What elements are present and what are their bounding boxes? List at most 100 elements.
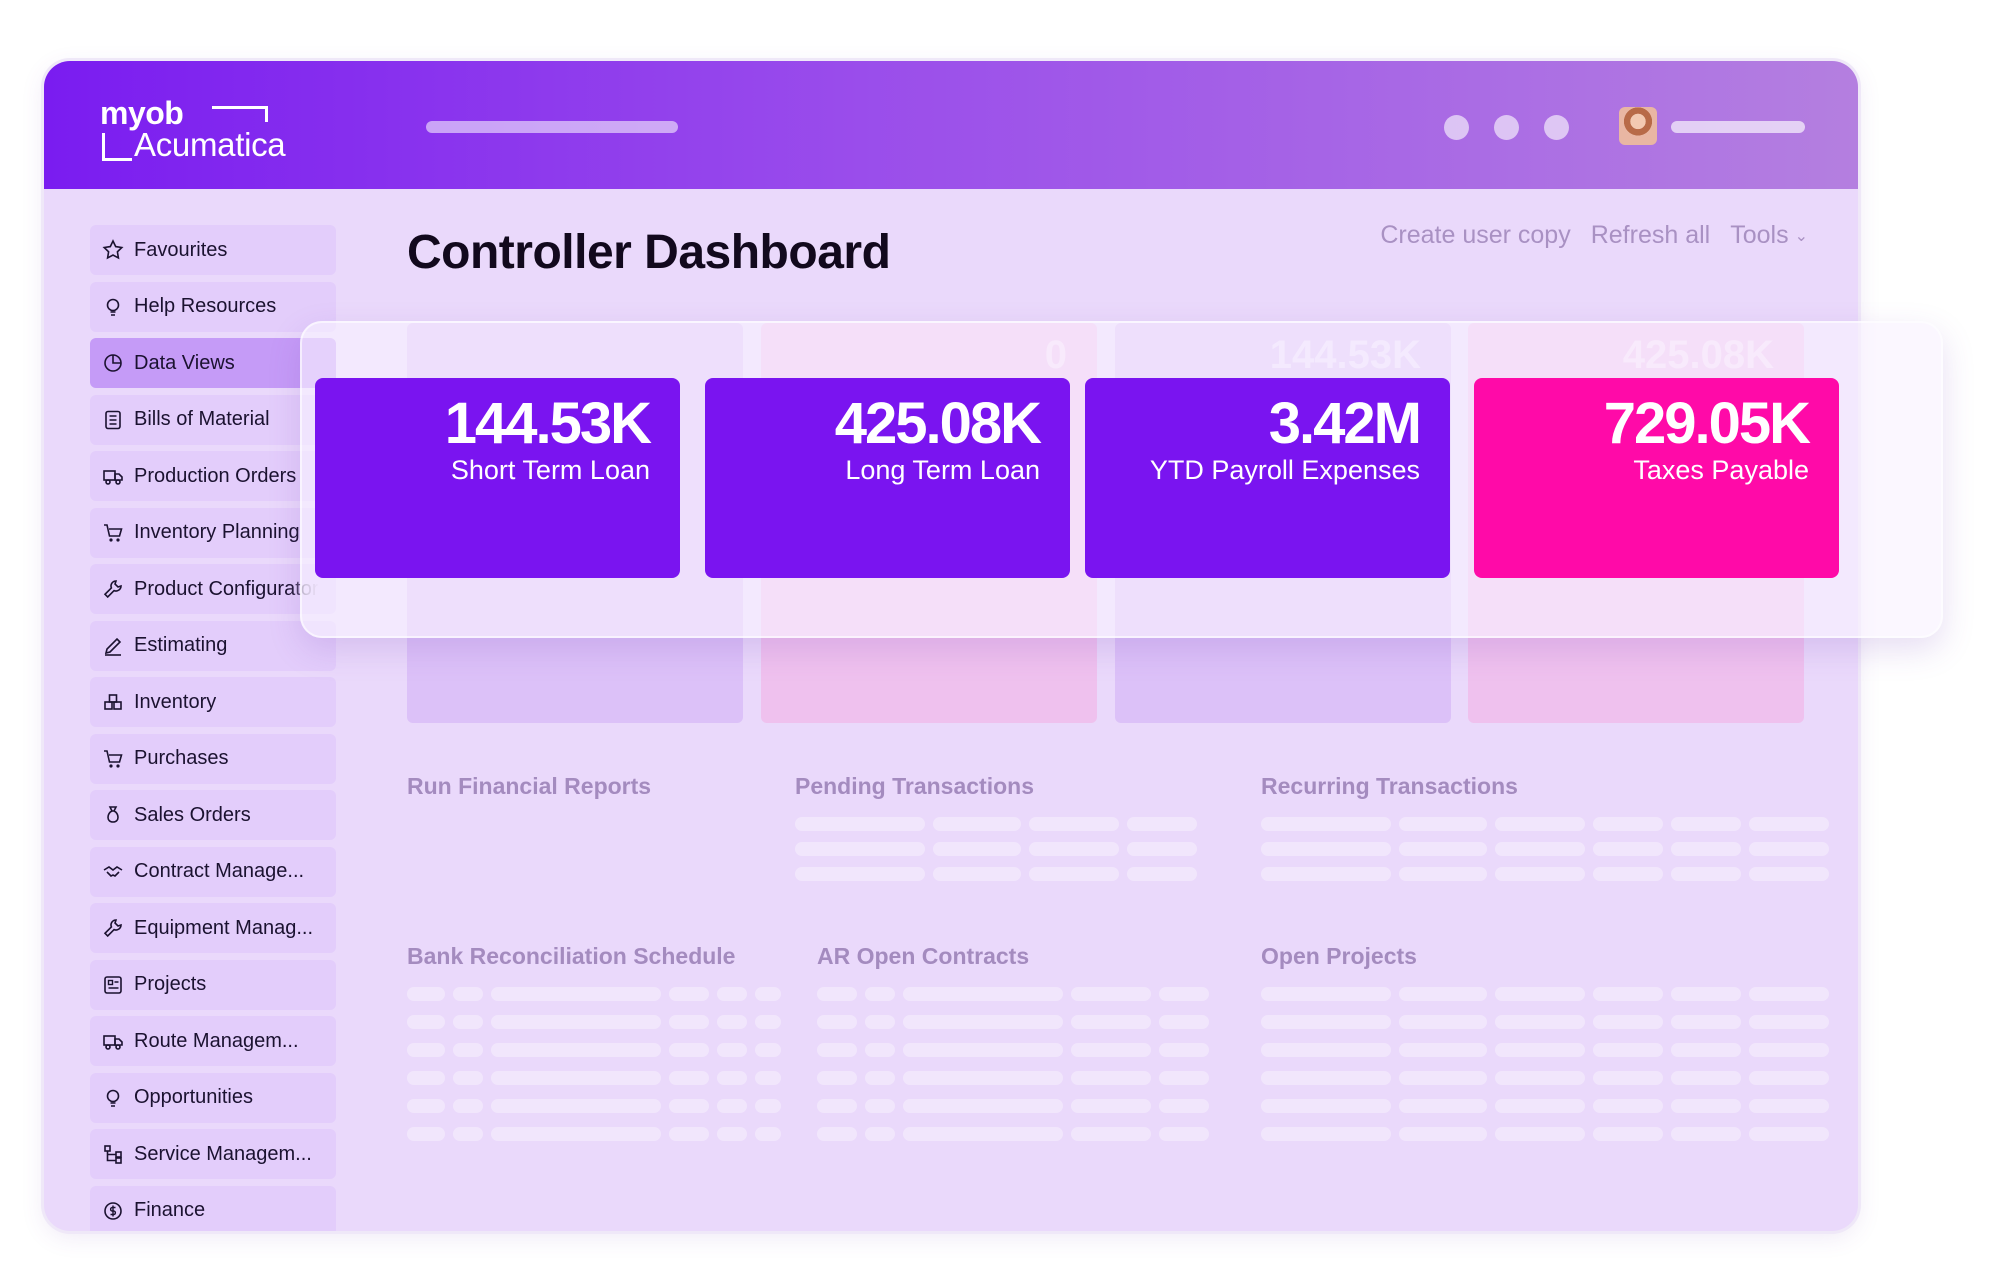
sidebar-item-inventory[interactable]: Inventory (90, 677, 336, 727)
sidebar-item-label: Route Managem... (134, 1029, 299, 1052)
sidebar-item-inventory-planning[interactable]: Inventory Planning (90, 507, 336, 558)
kpi-card-ytd-payroll-expenses[interactable]: 3.42M YTD Payroll Expenses (1085, 378, 1450, 578)
cart-icon (102, 748, 124, 770)
loading-placeholder (795, 842, 925, 856)
sidebar-item-label: Inventory Planning (134, 521, 300, 543)
avatar[interactable] (1619, 107, 1657, 145)
widget-run-financial-reports[interactable]: Run Financial Reports (407, 773, 652, 799)
truck-icon (102, 465, 124, 487)
dollar-circle-icon (102, 1200, 124, 1222)
loading-placeholder (717, 1071, 747, 1085)
loading-placeholder (1159, 1015, 1209, 1029)
sidebar-item-opportunities[interactable]: Opportunities (90, 1072, 336, 1123)
create-user-copy-button[interactable]: Create user copy (1380, 221, 1571, 249)
settings-dot-icon[interactable] (1544, 115, 1569, 140)
widget-bank-reconciliation[interactable]: Bank Reconciliation Schedule (407, 943, 736, 969)
sidebar-item-bills-of-material[interactable]: Bills of Material (90, 394, 336, 445)
loading-placeholder (865, 1071, 895, 1085)
tools-menu-button[interactable]: Tools ⌄ (1730, 221, 1808, 249)
loading-placeholder (407, 1043, 445, 1057)
sidebar-item-projects[interactable]: Projects (90, 959, 336, 1010)
loading-placeholder (865, 1015, 895, 1029)
widget-open-projects[interactable]: Open Projects (1261, 943, 1417, 969)
loading-placeholder (1749, 867, 1829, 881)
loading-placeholder (1261, 1071, 1391, 1085)
sidebar-item-route-managem[interactable]: Route Managem... (90, 1016, 336, 1066)
kpi-card-taxes-payable[interactable]: 729.05K Taxes Payable (1474, 378, 1839, 578)
loading-placeholder (1495, 842, 1585, 856)
kpi-label: YTD Payroll Expenses (1149, 455, 1420, 485)
brand-logo[interactable]: myob Acumatica (100, 95, 286, 163)
sidebar-item-production-orders[interactable]: Production Orders (90, 451, 336, 501)
loading-placeholder (1671, 1015, 1741, 1029)
loading-placeholder (1399, 867, 1487, 881)
sidebar-item-label: Finance (134, 1199, 206, 1221)
user-name-placeholder[interactable] (1671, 121, 1805, 133)
loading-placeholder (1399, 1043, 1487, 1057)
chevron-down-icon: ⌄ (1794, 228, 1808, 246)
widget-ar-open-contracts[interactable]: AR Open Contracts (817, 943, 1030, 969)
kpi-card-short-term-loan[interactable]: 144.53K Short Term Loan (315, 378, 680, 578)
help-dot-icon[interactable] (1494, 115, 1519, 140)
loading-placeholder (1071, 1099, 1151, 1113)
loading-placeholder (817, 1043, 857, 1057)
sidebar-item-equipment-manag[interactable]: Equipment Manag... (90, 903, 336, 953)
notification-dot-icon[interactable] (1444, 115, 1469, 140)
kpi-value: 729.05K (1603, 391, 1811, 456)
sidebar-item-estimating[interactable]: Estimating (90, 620, 336, 671)
lightbulb-icon (102, 1087, 124, 1109)
sidebar-item-label: Projects (134, 973, 207, 995)
kpi-value: 425.08K (834, 391, 1042, 456)
loading-placeholder (491, 1043, 661, 1057)
loading-placeholder (1399, 987, 1487, 1001)
loading-placeholder (1495, 1043, 1585, 1057)
loading-placeholder (1593, 817, 1663, 831)
loading-placeholder (1495, 1127, 1585, 1141)
refresh-all-button[interactable]: Refresh all (1590, 221, 1711, 249)
sidebar-item-sales-orders[interactable]: Sales Orders (90, 790, 336, 840)
handshake-icon (102, 861, 124, 883)
loading-placeholder (795, 817, 925, 831)
loading-placeholder (491, 987, 661, 1001)
loading-placeholder (1671, 1071, 1741, 1085)
kpi-card-long-term-loan[interactable]: 425.08K Long Term Loan (705, 378, 1070, 578)
loading-placeholder (491, 1071, 661, 1085)
widget-recurring-transactions[interactable]: Recurring Transactions (1261, 773, 1518, 799)
page-title: Controller Dashboard (407, 226, 891, 279)
sidebar-item-label: Help Resources (134, 295, 277, 317)
loading-placeholder (1593, 1099, 1663, 1113)
sidebar-item-service-managem[interactable]: Service Managem... (90, 1129, 336, 1179)
loading-placeholder (817, 1099, 857, 1113)
loading-placeholder (1749, 1015, 1829, 1029)
wrench-icon (102, 917, 124, 939)
loading-placeholder (903, 1071, 1063, 1085)
search-bar[interactable] (426, 121, 678, 133)
sidebar-item-finance[interactable]: Finance (90, 1185, 336, 1231)
money-bag-icon (102, 804, 124, 826)
loading-placeholder (453, 1071, 483, 1085)
sidebar-item-purchases[interactable]: Purchases (90, 733, 336, 784)
loading-placeholder (903, 1015, 1063, 1029)
loading-placeholder (669, 1015, 709, 1029)
sidebar-item-favourites[interactable]: Favourites (90, 225, 336, 275)
sidebar-item-product-configurator[interactable]: Product Configurator (90, 564, 336, 614)
loading-placeholder (1159, 1071, 1209, 1085)
loading-placeholder (865, 987, 895, 1001)
sidebar-item-label: Service Managem... (134, 1142, 312, 1165)
hierarchy-icon (102, 1143, 124, 1165)
loading-placeholder (1749, 987, 1829, 1001)
list-document-icon (102, 409, 124, 431)
sidebar: Favourites Help Resources Data Views Bills … (90, 225, 336, 1231)
loading-placeholder (1671, 842, 1741, 856)
kpi-value: 144.53K (444, 391, 652, 456)
loading-placeholder (407, 987, 445, 1001)
widget-pending-transactions[interactable]: Pending Transactions (795, 773, 1034, 799)
loading-placeholder (1261, 842, 1391, 856)
app-window: myob Acumatica Favourites Help Resources D… (44, 61, 1858, 1231)
loading-placeholder (1671, 867, 1741, 881)
sidebar-item-contract-manage[interactable]: Contract Manage... (90, 846, 336, 897)
loading-placeholder (1671, 817, 1741, 831)
sidebar-item-data-views[interactable]: Data Views (90, 338, 336, 388)
loading-placeholder (865, 1043, 895, 1057)
sidebar-item-help-resources[interactable]: Help Resources (90, 281, 336, 332)
